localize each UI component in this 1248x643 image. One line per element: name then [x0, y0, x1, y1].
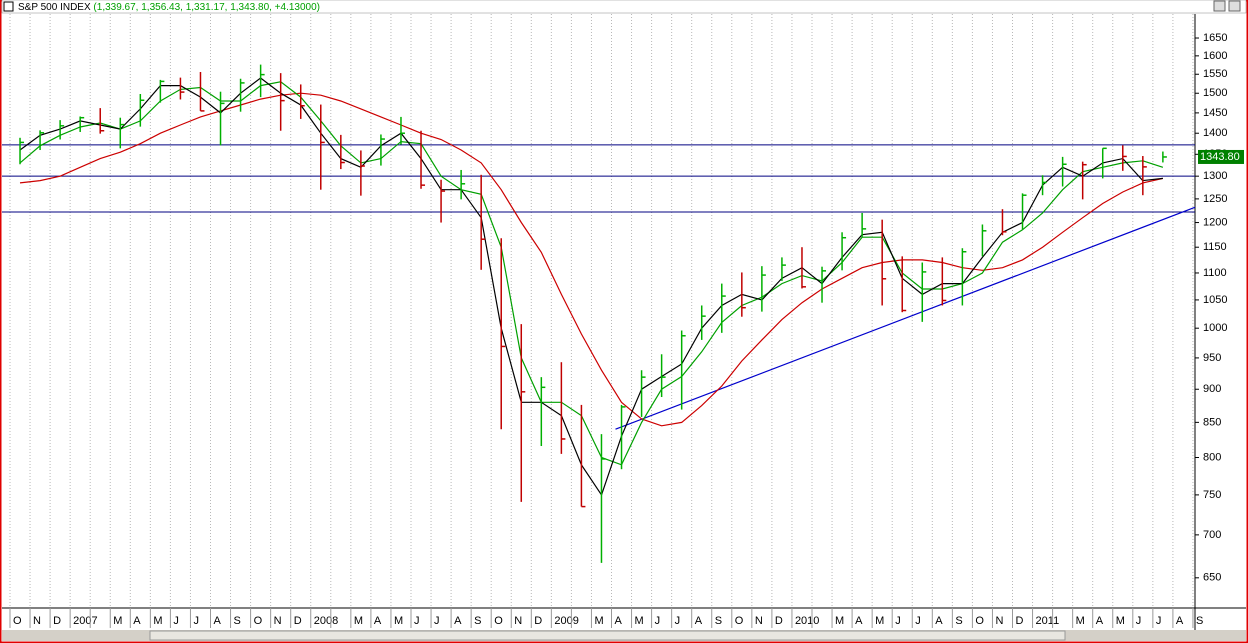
x-tick-label: A: [133, 615, 141, 627]
y-tick-label: 650: [1203, 572, 1221, 584]
x-tick-label: O: [13, 615, 22, 627]
x-tick-label: A: [695, 615, 703, 627]
x-tick-label: A: [855, 615, 863, 627]
x-tick-label: D: [534, 615, 542, 627]
x-tick-label: N: [995, 615, 1003, 627]
title-bar: [1, 0, 1247, 14]
y-tick-label: 1200: [1203, 216, 1227, 228]
x-tick-label: N: [755, 615, 763, 627]
y-tick-label: 1050: [1203, 294, 1227, 306]
x-tick-label: N: [514, 615, 522, 627]
x-tick-label: J: [173, 615, 179, 627]
x-tick-label: 2009: [554, 615, 578, 627]
y-tick-label: 1150: [1203, 241, 1227, 253]
x-tick-label: S: [474, 615, 481, 627]
y-tick-label: 950: [1203, 352, 1221, 364]
y-tick-label: 1250: [1203, 193, 1227, 205]
last-price-box: [1198, 149, 1244, 164]
x-tick-label: N: [274, 615, 282, 627]
x-tick-label: 2007: [73, 615, 97, 627]
x-tick-label: A: [935, 615, 943, 627]
y-tick-label: 1600: [1203, 50, 1227, 62]
moving-average: [19, 77, 1163, 497]
y-tick-label: 850: [1203, 416, 1221, 428]
y-tick-label: 700: [1203, 529, 1221, 541]
x-tick-label: M: [835, 615, 844, 627]
y-tick-label: 1650: [1203, 32, 1227, 44]
trend-line: [615, 206, 1196, 430]
x-tick-label: 2008: [314, 615, 338, 627]
x-tick-label: J: [193, 615, 199, 627]
x-tick-label: J: [1156, 615, 1162, 627]
x-tick-label: D: [1016, 615, 1024, 627]
y-tick-label: 1000: [1203, 322, 1227, 334]
moving-average: [19, 81, 1164, 466]
y-tick-label: 900: [1203, 383, 1221, 395]
x-tick-label: J: [1136, 615, 1142, 627]
x-tick-label: O: [494, 615, 503, 627]
title-values: (1,339.67, 1,356.43, 1,331.17, 1,343.80,…: [93, 2, 320, 13]
x-tick-label: J: [434, 615, 440, 627]
x-tick-label: M: [153, 615, 162, 627]
x-tick-label: D: [294, 615, 302, 627]
x-tick-label: J: [655, 615, 661, 627]
x-tick-label: S: [1196, 615, 1203, 627]
scroll-thumb[interactable]: [149, 630, 1066, 641]
last-price-label: 1343.80: [1200, 151, 1240, 163]
title-name: S&P 500 INDEX: [18, 2, 91, 13]
y-tick-label: 1300: [1203, 170, 1227, 182]
y-tick-label: 1400: [1203, 127, 1227, 139]
x-tick-label: J: [414, 615, 420, 627]
restore-button[interactable]: [1213, 0, 1226, 12]
close-button[interactable]: [1228, 0, 1241, 12]
x-tick-label: J: [895, 615, 901, 627]
x-tick-label: D: [53, 615, 61, 627]
y-tick-label: 1100: [1203, 267, 1227, 279]
y-tick-label: 1550: [1203, 68, 1227, 80]
moving-average: [19, 92, 1164, 427]
x-tick-label: D: [775, 615, 783, 627]
y-tick-label: 800: [1203, 451, 1221, 463]
x-tick-label: A: [1176, 615, 1184, 627]
x-tick-label: M: [1116, 615, 1125, 627]
plot-area: 650 700 750 800 850 900 950 1000 1050 1100 1150 120…: [2, 14, 1244, 628]
x-tick-label: A: [454, 615, 462, 627]
x-tick-label: N: [33, 615, 41, 627]
window-icon: [3, 1, 14, 12]
x-tick-label: M: [354, 615, 363, 627]
x-tick-label: O: [975, 615, 984, 627]
x-tick-label: M: [113, 615, 122, 627]
y-tick-label: 1500: [1203, 87, 1227, 99]
x-tick-label: S: [234, 615, 241, 627]
x-tick-label: S: [715, 615, 722, 627]
x-tick-label: M: [394, 615, 403, 627]
x-tick-label: M: [875, 615, 884, 627]
x-tick-label: 2010: [795, 615, 819, 627]
y-tick-label: 1450: [1203, 107, 1227, 119]
x-tick-label: O: [735, 615, 744, 627]
x-tick-label: M: [635, 615, 644, 627]
x-tick-label: J: [675, 615, 681, 627]
y-tick-label: 750: [1203, 489, 1221, 501]
x-tick-label: J: [915, 615, 921, 627]
x-tick-label: A: [374, 615, 382, 627]
x-tick-label: A: [1096, 615, 1104, 627]
x-tick-label: M: [594, 615, 603, 627]
x-tick-label: O: [254, 615, 263, 627]
x-tick-label: S: [955, 615, 962, 627]
x-tick-label: A: [214, 615, 222, 627]
x-tick-label: M: [1076, 615, 1085, 627]
chart-title: S&P 500 INDEX (1,339.67, 1,356.43, 1,331…: [18, 2, 320, 13]
x-tick-label: 2011: [1036, 615, 1060, 627]
x-tick-label: A: [615, 615, 623, 627]
